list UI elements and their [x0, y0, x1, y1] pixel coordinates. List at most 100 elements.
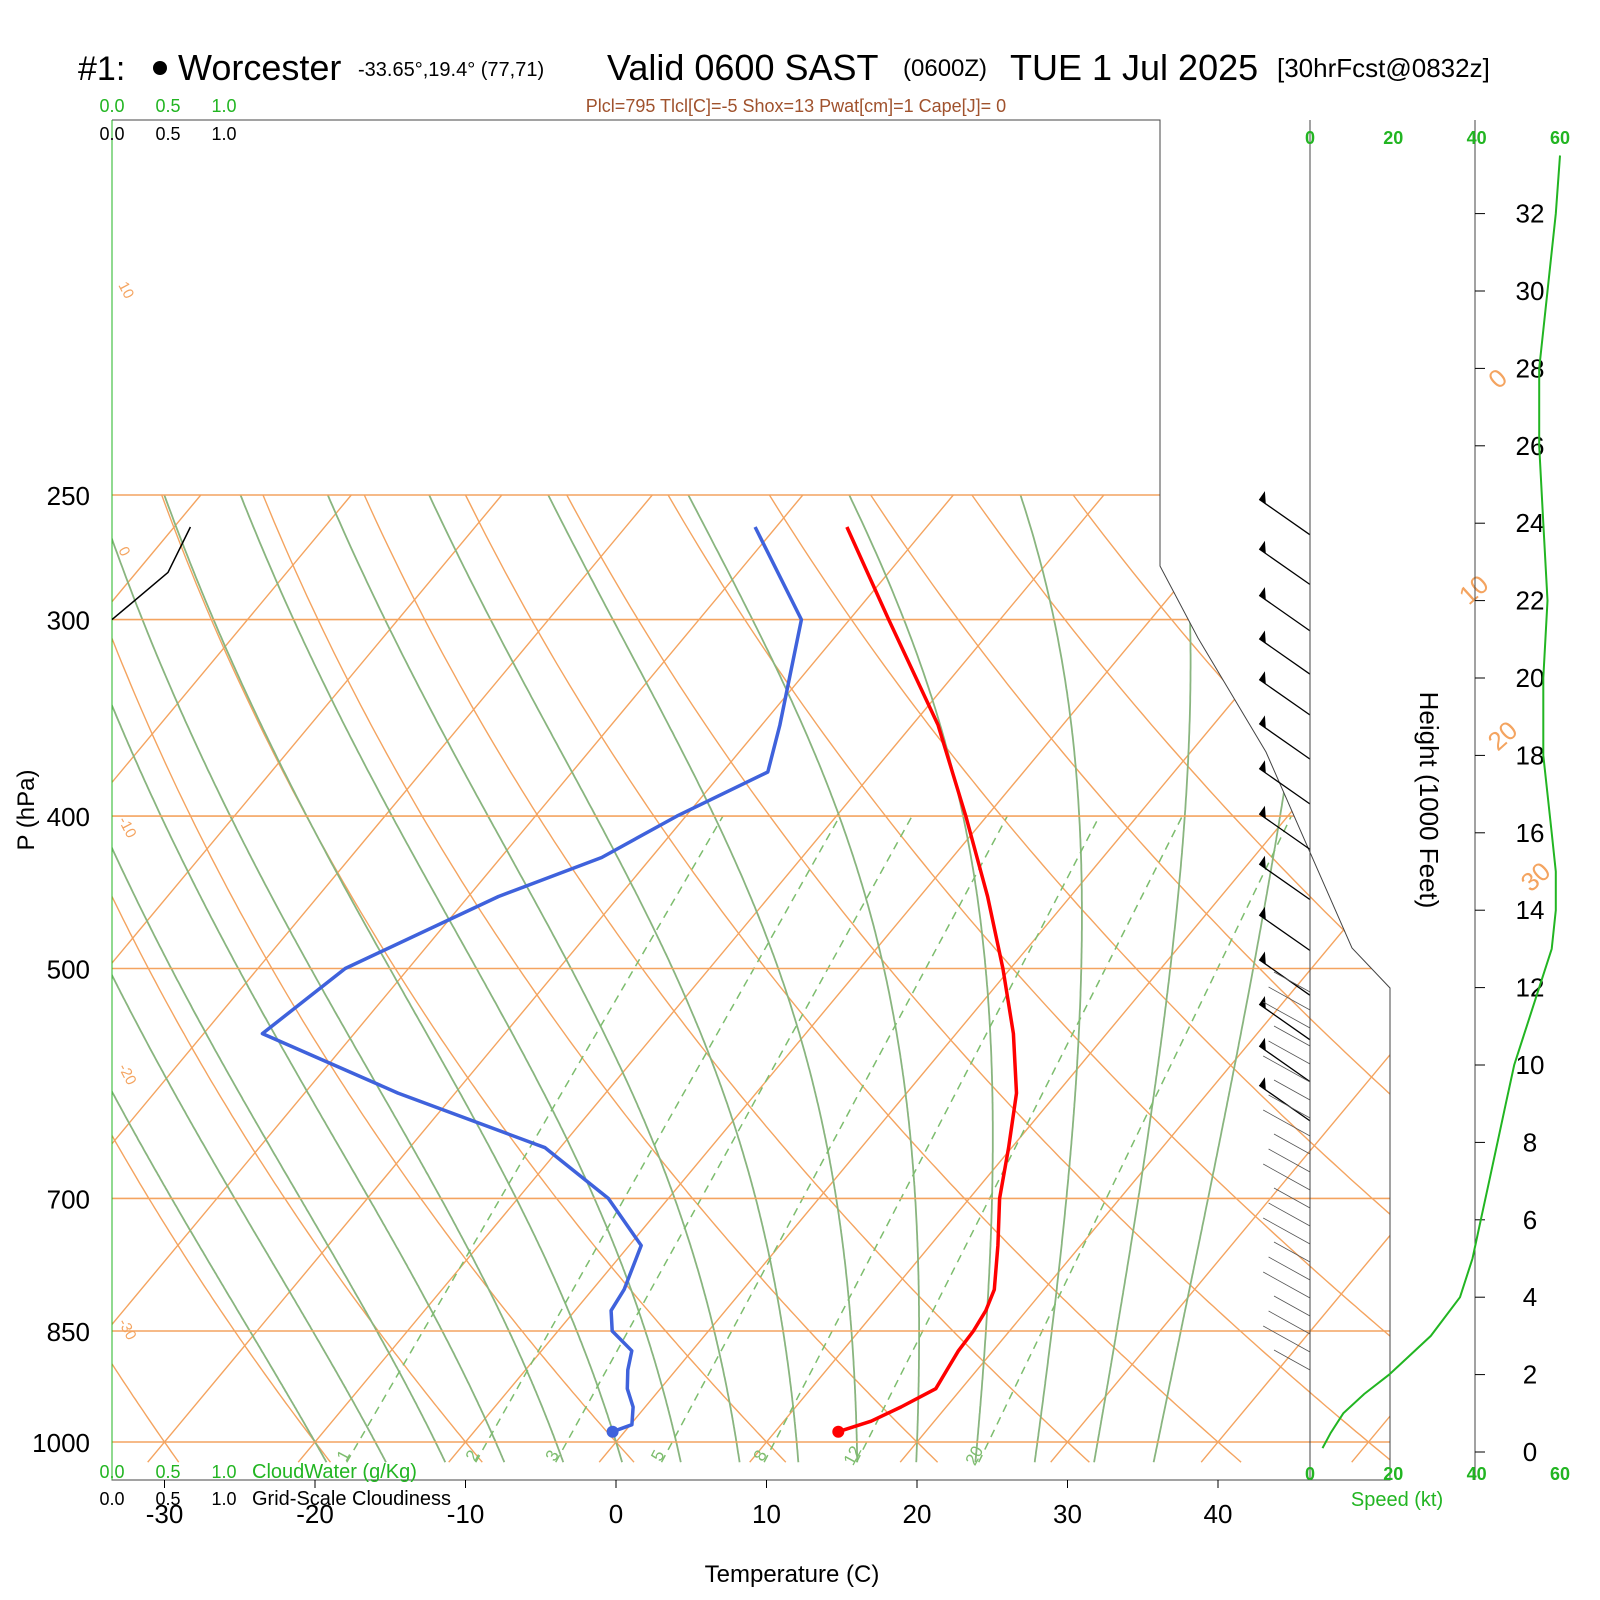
isotherm-line	[899, 494, 1390, 1463]
dry-adiabat-line	[112, 494, 180, 1463]
speed-tick-top: 60	[1550, 128, 1570, 148]
forecast-info: [30hrFcst@0832z]	[1277, 53, 1490, 83]
cloudiness-tick-bottom: 0.5	[155, 1489, 180, 1509]
wind-barb-low-level	[1273, 1079, 1311, 1101]
wind-barb-staff	[1258, 1084, 1311, 1122]
wind-barb-staff	[1258, 498, 1311, 536]
pressure-tick-label: 250	[47, 481, 90, 511]
moist-adiabat-line	[1093, 494, 1192, 1463]
wind-barb-low-level	[1263, 1217, 1311, 1245]
mixing-ratio-label: 12	[840, 1443, 866, 1469]
dry-adiabat-line	[870, 494, 1390, 1463]
speed-tick-top: 0	[1305, 128, 1315, 148]
moist-adiabat-line	[1152, 494, 1321, 1463]
chart-header: #1: Worcester -33.65°,19.4° (77,71) Vali…	[78, 47, 1490, 116]
moist-adiabat-line	[428, 494, 800, 1463]
wind-barb-low-level	[1273, 1295, 1311, 1317]
x-tick-label: -30	[146, 1499, 184, 1529]
wind-barb-low-level	[1263, 1325, 1311, 1353]
dry-adiabat-line	[464, 494, 1242, 1463]
isotherm-line	[297, 494, 1105, 1463]
moist-adiabat-line	[112, 494, 506, 1463]
dry-adiabat-line	[1275, 494, 1390, 1463]
dry-adiabat-line	[768, 494, 1390, 1463]
dry-adiabat-line	[566, 494, 1390, 1463]
surface-dewpoint-point	[606, 1425, 619, 1438]
mixing-ratio-line	[555, 815, 913, 1463]
wind-barb-staff	[1258, 638, 1311, 675]
axes: Temperature (C) P (hPa) Height (1000 Fee…	[13, 692, 1444, 1588]
height-axis-title: Height (1000 Feet)	[1414, 692, 1444, 909]
x-tick-label: -10	[447, 1499, 485, 1529]
dry-adiabat-line	[1376, 494, 1390, 1463]
isotherm-line	[0, 495, 50, 1462]
wind-barb-low-level	[1268, 1094, 1311, 1119]
theta-label: 0	[114, 544, 133, 559]
dry-adiabat-line	[1580, 495, 1600, 1462]
theta-label: 10	[114, 279, 137, 302]
surface-temperature-point	[832, 1425, 845, 1438]
speed-tick-bottom: 20	[1383, 1464, 1403, 1484]
valid-time: Valid 0600 SAST	[607, 47, 879, 88]
pressure-tick-label: 850	[47, 1317, 90, 1347]
wind-barb-staff	[1258, 767, 1311, 805]
wind-barb-low-level	[1263, 1055, 1311, 1083]
cloudiness-tick-top: 1.0	[211, 124, 236, 144]
mixing-ratio-line	[978, 815, 1292, 1463]
sounding-profiles	[260, 526, 1019, 1438]
x-tick-label: 10	[752, 1499, 781, 1529]
mixing-ratio-label: 3	[542, 1447, 563, 1464]
cloudiness-tick-bottom: 1.0	[211, 1489, 236, 1509]
height-tick-label: 32	[1516, 199, 1545, 229]
wind-barb-staff	[1258, 813, 1311, 850]
isotherm-line	[598, 494, 1390, 1463]
isotherm-line	[112, 494, 503, 1463]
height-tick-label: 8	[1523, 1127, 1537, 1157]
speed-axis-title: Speed (kt)	[1351, 1489, 1443, 1511]
cloudwater-tick-bottom: 0.0	[99, 1462, 124, 1482]
wind-barb-low-level	[1263, 1163, 1311, 1191]
isotherm-line	[749, 494, 1390, 1463]
wind-barb-staff	[1258, 678, 1311, 716]
pressure-tick-label: 300	[47, 606, 90, 636]
wind-barb-staff	[1258, 723, 1311, 760]
speed-tick-bottom: 40	[1467, 1464, 1487, 1484]
dry-adiabat-line	[0, 495, 27, 1462]
speed-tick-bottom: 60	[1550, 1464, 1570, 1484]
cloudiness-profile-line	[111, 526, 192, 621]
station-dot-icon	[153, 61, 167, 75]
wind-barb-pennant	[1259, 906, 1266, 920]
wind-barb-staff	[1258, 548, 1311, 586]
isotherm-label: 30	[1515, 856, 1557, 898]
height-tick-label: 18	[1516, 740, 1545, 770]
isotherm-label: 10	[1453, 569, 1495, 611]
moist-adiabat-line	[112, 494, 565, 1463]
height-tick-label: 0	[1523, 1437, 1537, 1467]
pressure-tick-label: 700	[47, 1184, 90, 1214]
dry-adiabat-line	[363, 494, 1090, 1463]
wind-barb-low-level	[1268, 1256, 1311, 1281]
stability-indices: Plcl=795 Tlcl[C]=-5 Shox=13 Pwat[cm]=1 C…	[586, 96, 1006, 116]
cloudwater-tick-top: 0.0	[99, 96, 124, 116]
background-lines: 1 2 3 5 8 12 20	[0, 494, 1600, 1469]
moist-adiabat-line	[326, 494, 741, 1463]
pressure-tick-label: 1000	[32, 1428, 90, 1458]
mixing-ratio-label: 20	[962, 1443, 988, 1469]
cloudiness-axis-title: Grid-Scale Cloudiness	[252, 1488, 451, 1510]
wind-barb-pennant	[1259, 996, 1266, 1009]
wind-barb-low-level	[1263, 1109, 1311, 1137]
wind-barbs	[1258, 491, 1311, 1371]
dewpoint-profile-line	[260, 526, 804, 1434]
mixing-ratio-line	[763, 815, 1101, 1463]
wind-barb-staff	[1258, 594, 1311, 632]
dry-adiabat-line	[161, 494, 787, 1463]
wind-barb-low-level	[1268, 986, 1311, 1011]
moist-adiabat-line	[112, 494, 387, 1463]
wind-barb-staff	[1258, 914, 1311, 952]
moist-adiabat-line	[239, 494, 682, 1463]
x-tick-label: 40	[1204, 1499, 1233, 1529]
theta-label: -20	[114, 1061, 139, 1088]
cloudwater-tick-bottom: 1.0	[211, 1462, 236, 1482]
dry-adiabat-line	[971, 494, 1390, 1463]
